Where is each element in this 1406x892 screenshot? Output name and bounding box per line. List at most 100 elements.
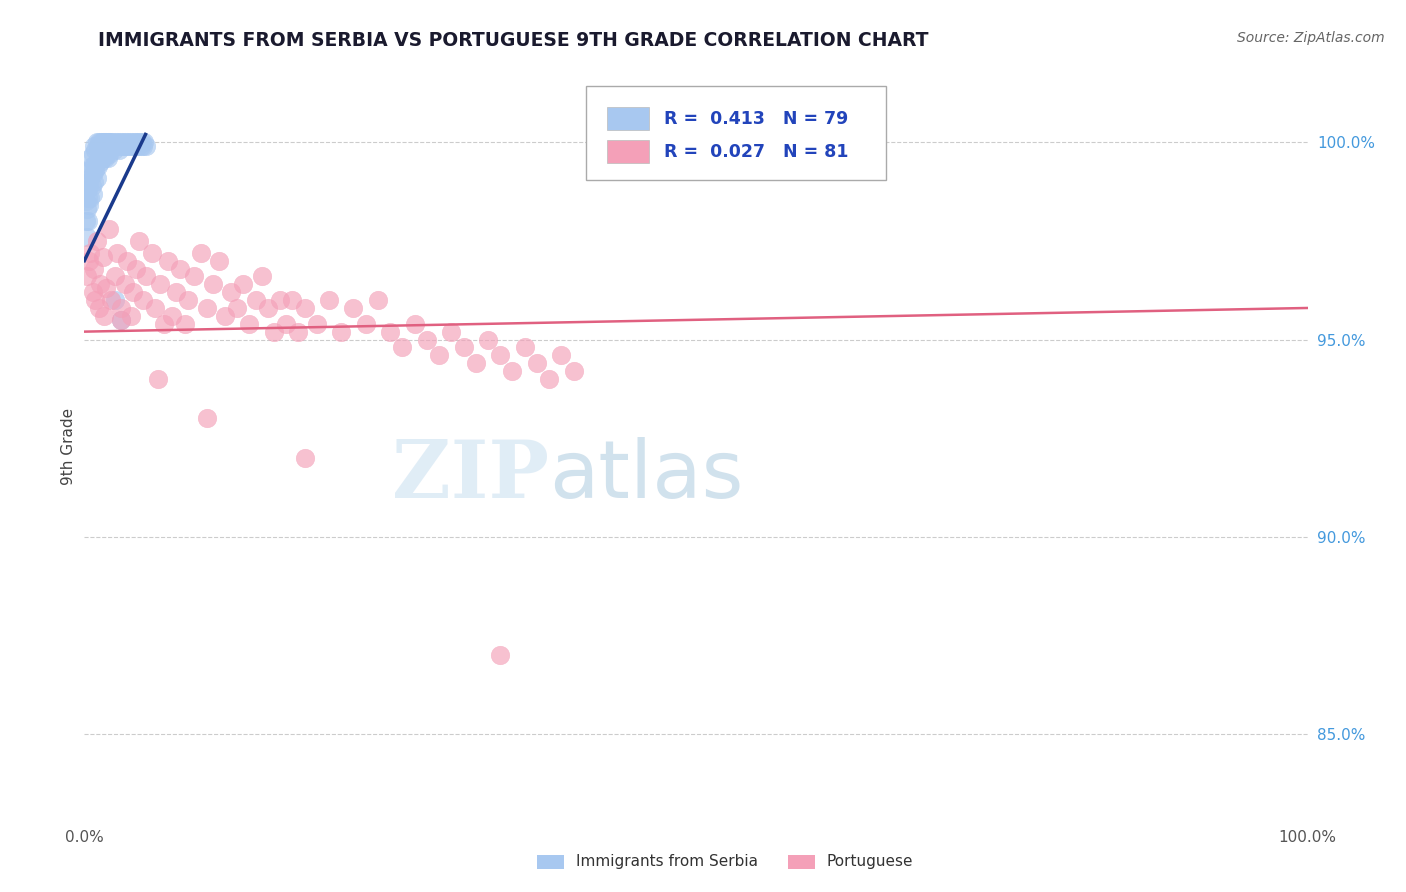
Point	[77, 163, 100, 178]
Point	[110, 301, 132, 315]
Point	[177, 293, 200, 307]
Text: R =  0.027   N = 81: R = 0.027 N = 81	[664, 143, 849, 161]
Point	[89, 277, 111, 292]
Point	[80, 178, 103, 193]
Point	[79, 151, 101, 165]
Point	[162, 309, 184, 323]
Point	[219, 285, 242, 300]
Point	[104, 136, 127, 150]
Point	[117, 139, 139, 153]
Point	[276, 317, 298, 331]
Point	[226, 301, 249, 315]
Point	[127, 139, 149, 153]
Point	[156, 253, 179, 268]
Bar	[787, 855, 814, 869]
Point	[427, 348, 450, 362]
Point	[83, 139, 105, 153]
Point	[75, 214, 97, 228]
Point	[143, 301, 166, 315]
Point	[125, 139, 148, 153]
Point	[100, 139, 122, 153]
Point	[115, 136, 138, 150]
Point	[77, 178, 100, 193]
Point	[121, 136, 143, 150]
Point	[416, 333, 439, 347]
Point	[79, 245, 101, 260]
Point	[98, 136, 121, 150]
Point	[464, 356, 486, 370]
Point	[76, 269, 98, 284]
Point	[183, 269, 205, 284]
Point	[115, 253, 138, 268]
Point	[132, 293, 155, 307]
Point	[83, 159, 105, 173]
Point	[97, 136, 120, 150]
Point	[208, 253, 231, 268]
Point	[77, 198, 100, 212]
Point	[367, 293, 389, 307]
Point	[97, 222, 120, 236]
Point	[107, 143, 129, 157]
Point	[169, 261, 191, 276]
Point	[195, 301, 218, 315]
Point	[489, 348, 512, 362]
Text: Portuguese: Portuguese	[827, 855, 914, 870]
Point	[141, 245, 163, 260]
Point	[214, 309, 236, 323]
Point	[79, 170, 101, 185]
Point	[135, 269, 157, 284]
Point	[294, 450, 316, 465]
Point	[342, 301, 364, 315]
Point	[513, 340, 536, 354]
Point	[380, 325, 402, 339]
Point	[103, 143, 125, 157]
Point	[97, 151, 120, 165]
Point	[112, 139, 135, 153]
Point	[82, 186, 104, 201]
Point	[104, 269, 127, 284]
Point	[83, 261, 105, 276]
Point	[108, 136, 131, 150]
Point	[94, 151, 117, 165]
Point	[87, 139, 110, 153]
Point	[201, 277, 224, 292]
Point	[128, 234, 150, 248]
Point	[250, 269, 273, 284]
Point	[305, 317, 328, 331]
Point	[86, 234, 108, 248]
Point	[96, 147, 118, 161]
Point	[149, 277, 172, 292]
Point	[80, 159, 103, 173]
Point	[90, 147, 112, 161]
Text: R =  0.413   N = 79: R = 0.413 N = 79	[664, 110, 848, 128]
Point	[93, 147, 115, 161]
Point	[82, 147, 104, 161]
Point	[104, 293, 127, 307]
Point	[75, 194, 97, 209]
Point	[404, 317, 426, 331]
Point	[93, 309, 115, 323]
Point	[82, 167, 104, 181]
Point	[132, 139, 155, 153]
Point	[318, 293, 340, 307]
Point	[84, 143, 107, 157]
Point	[114, 277, 136, 292]
Point	[173, 317, 195, 331]
Point	[118, 136, 141, 150]
Point	[146, 372, 169, 386]
Point	[96, 136, 118, 150]
Point	[87, 151, 110, 165]
Text: IMMIGRANTS FROM SERBIA VS PORTUGUESE 9TH GRADE CORRELATION CHART: IMMIGRANTS FROM SERBIA VS PORTUGUESE 9TH…	[98, 31, 929, 50]
Point	[100, 293, 122, 307]
Point	[128, 136, 150, 150]
Point	[354, 317, 377, 331]
Point	[129, 139, 152, 153]
Point	[89, 155, 111, 169]
Point	[105, 139, 128, 153]
Point	[114, 136, 136, 150]
Point	[83, 175, 105, 189]
Point	[77, 175, 100, 189]
Point	[263, 325, 285, 339]
Point	[84, 293, 107, 307]
Point	[84, 163, 107, 178]
